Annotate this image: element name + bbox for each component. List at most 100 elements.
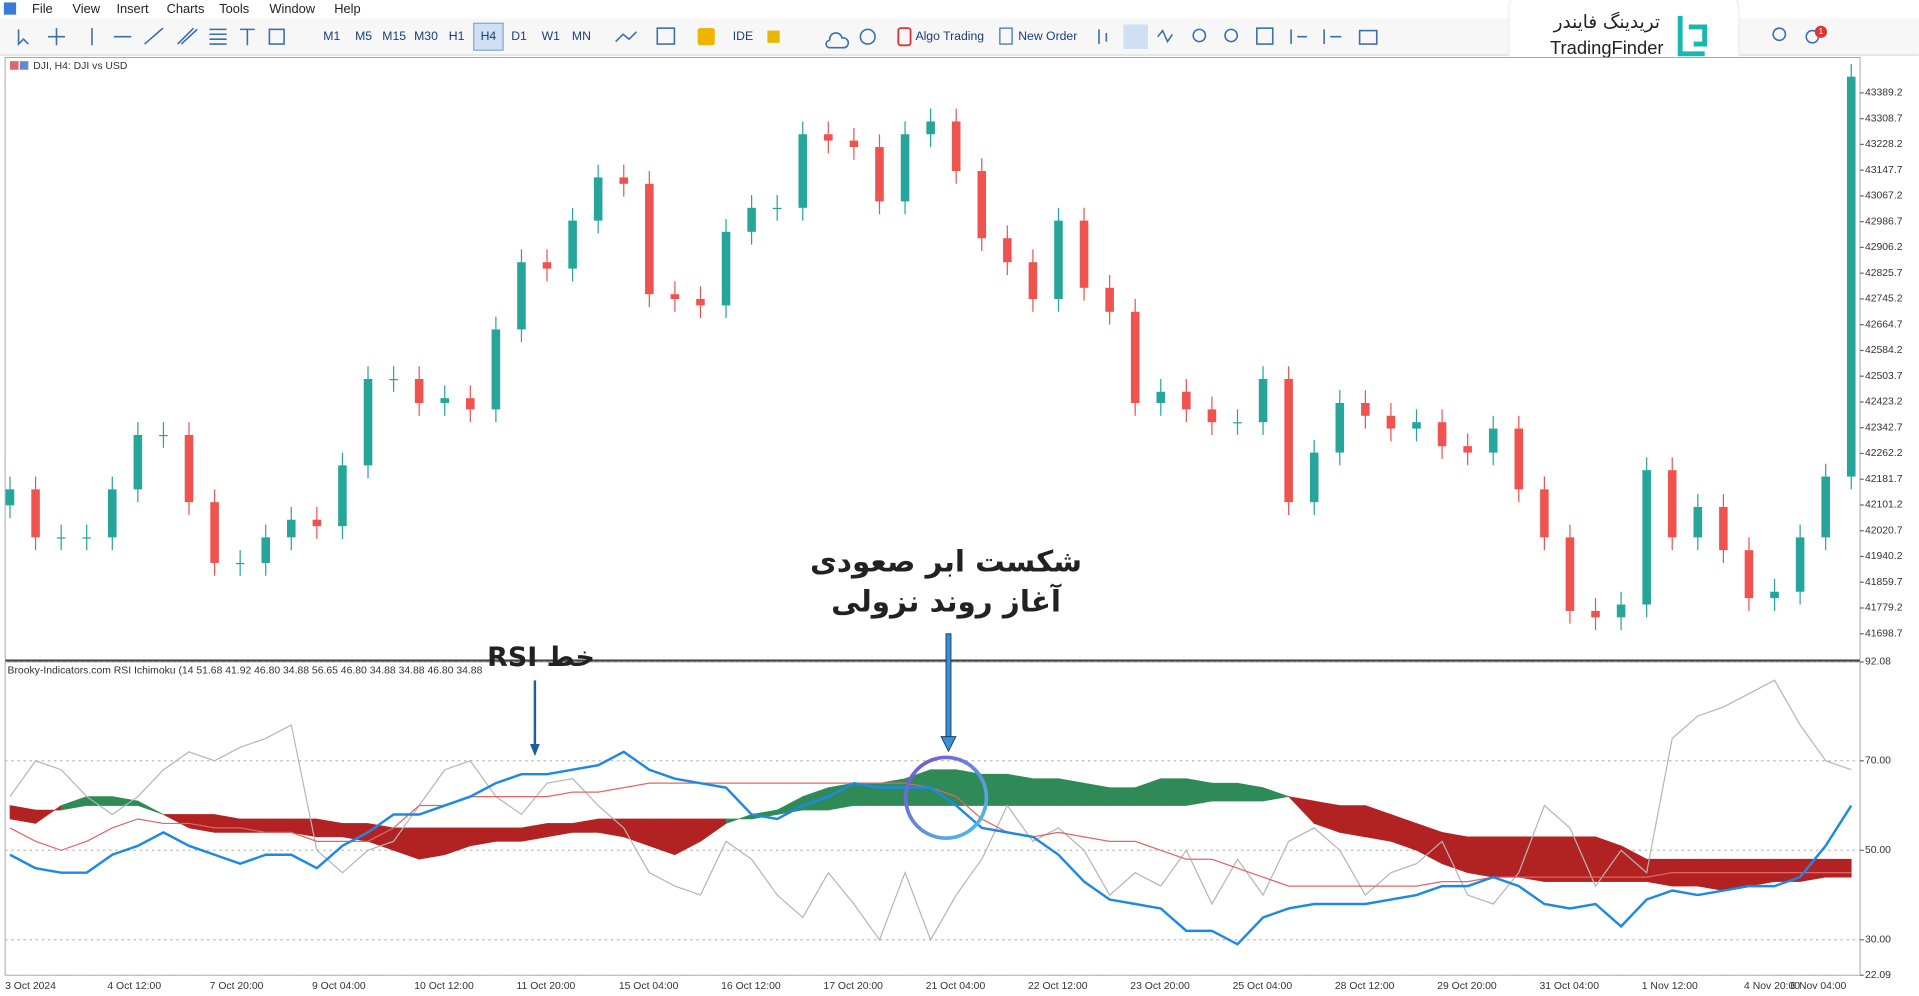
candle-body — [1514, 428, 1524, 490]
y-tick-label: 42825.7 — [1865, 268, 1903, 279]
cloud-segment — [1390, 814, 1417, 851]
y-tick-label: 42342.7 — [1865, 422, 1903, 433]
x-tick-label: 22 Oct 12:00 — [1028, 981, 1088, 992]
screenshot-icon[interactable] — [1358, 29, 1378, 45]
cloud-segment — [1083, 782, 1110, 806]
timeframe[interactable]: MN — [572, 29, 591, 43]
x-tick-label: 4 Nov 20:00 — [1744, 981, 1800, 992]
menu-item[interactable]: Insert — [116, 1, 149, 16]
x-tick-label: 11 Oct 20:00 — [517, 981, 576, 992]
cloud-segment — [1518, 836, 1545, 882]
x-tick-label: 15 Oct 04:00 — [619, 981, 679, 992]
menu-item[interactable]: Window — [269, 1, 315, 16]
cloud-segment — [188, 814, 215, 833]
candle-body — [1719, 506, 1728, 551]
cloud-icon[interactable] — [825, 32, 850, 49]
candle-body — [1386, 415, 1396, 429]
y-tick-label: 42423.2 — [1865, 397, 1903, 408]
cloud-segment — [1365, 805, 1392, 842]
cloud-segment — [1544, 836, 1571, 882]
cloud-segment — [1058, 778, 1085, 806]
shapes-icon[interactable] — [268, 28, 285, 45]
x-tick-label: 23 Oct 20:00 — [1130, 981, 1190, 992]
y-tick-label: 42503.7 — [1865, 371, 1903, 382]
candle-body — [721, 231, 731, 306]
shift-icon[interactable] — [1323, 29, 1342, 45]
algo-icon[interactable] — [897, 27, 912, 47]
line-icon[interactable] — [1157, 29, 1174, 44]
crosshair-icon[interactable] — [47, 28, 66, 46]
menu-item[interactable]: File — [32, 1, 53, 16]
candle-body — [159, 434, 168, 437]
scroll-icon[interactable] — [1290, 29, 1307, 45]
algo-trading-button[interactable]: Algo Trading — [915, 29, 984, 43]
chart-type-icon[interactable] — [615, 31, 638, 43]
cloud-segment — [1339, 805, 1366, 838]
chart-title: DJI, H4: DJI vs USD — [33, 61, 127, 72]
y-tick-label: 43228.2 — [1865, 139, 1903, 150]
badge-count: 1 — [1819, 26, 1824, 36]
signals-icon[interactable] — [859, 28, 876, 45]
zoom-in-icon[interactable] — [1192, 28, 1207, 43]
search-icon[interactable] — [1772, 27, 1787, 42]
fibo-icon[interactable] — [209, 28, 227, 45]
lock-icon[interactable] — [767, 30, 780, 43]
candle-body — [261, 537, 271, 563]
candle-body — [670, 294, 680, 300]
menu-item[interactable]: View — [72, 1, 100, 16]
timeframe[interactable]: M1 — [323, 29, 340, 43]
order-icon[interactable] — [999, 27, 1013, 45]
marks: 43389.2 43308.7 43228.2 43147.7 43067.2 42986… — [5, 63, 1903, 992]
arrow-head — [530, 743, 540, 757]
y-tick-label: 92.08 — [1865, 657, 1891, 668]
timeframe[interactable]: M15 — [382, 29, 406, 43]
candle-body — [747, 207, 756, 232]
cursor-icon[interactable] — [17, 29, 29, 46]
candle-body — [312, 519, 322, 527]
window-icon — [19, 61, 29, 70]
cloud-segment — [674, 818, 701, 856]
timeframe[interactable]: H1 — [449, 29, 465, 43]
candle-body — [1616, 604, 1626, 618]
y-tick-label: 43308.7 — [1865, 113, 1903, 124]
cloud-segment — [214, 814, 241, 833]
cloud-segment — [1569, 836, 1596, 882]
arrows — [530, 633, 957, 757]
template-icon[interactable] — [656, 27, 676, 45]
cloud-segment — [495, 827, 522, 842]
menu-item[interactable]: Charts — [167, 1, 205, 16]
candle-body — [1667, 470, 1677, 538]
candle-body — [1591, 610, 1600, 618]
text-icon[interactable] — [240, 28, 255, 46]
candle-body — [1795, 537, 1805, 592]
candle-body — [1463, 446, 1472, 453]
market-icon[interactable] — [697, 28, 715, 46]
timeframe[interactable]: M30 — [414, 29, 438, 43]
menu-item[interactable]: Help — [334, 1, 360, 16]
tile-icon[interactable] — [1256, 27, 1274, 45]
y-tick-label: 30.00 — [1865, 935, 1891, 946]
cloud-segment — [444, 827, 471, 856]
timeframe[interactable]: M5 — [355, 29, 372, 43]
ide-button[interactable]: IDE — [733, 29, 753, 43]
timeframe[interactable]: W1 — [542, 29, 561, 43]
candles-button[interactable] — [1123, 24, 1148, 49]
zoom-out-icon[interactable] — [1224, 28, 1239, 43]
y-tick-label: 70.00 — [1865, 756, 1891, 767]
timeframe[interactable]: D1 — [511, 29, 527, 43]
cloud-segment — [9, 805, 36, 824]
candle-body — [1233, 422, 1242, 424]
new-order-button[interactable]: New Order — [1018, 29, 1077, 43]
tool-icons — [17, 27, 1820, 49]
x-tick-label: 17 Oct 20:00 — [823, 981, 883, 992]
channel-icon[interactable] — [177, 27, 198, 45]
logo-persian: تریدینگ فایندر — [1553, 11, 1660, 33]
candle-body — [568, 220, 577, 269]
trendline-icon[interactable] — [144, 27, 164, 45]
candle-body — [56, 537, 66, 539]
x-tick-label: 28 Oct 12:00 — [1335, 981, 1395, 992]
menu-item[interactable]: Tools — [219, 1, 249, 16]
timeframe[interactable]: H4 — [481, 29, 497, 43]
bars-icon[interactable] — [1098, 29, 1108, 45]
